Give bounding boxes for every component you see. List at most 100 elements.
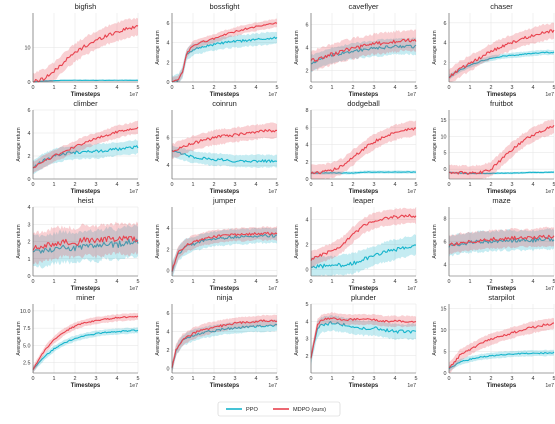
series-line-mdpo (448, 322, 555, 369)
x-tick-label: 2 (74, 85, 77, 91)
y-tick-label: 4 (28, 131, 31, 137)
series-line-ppo (171, 323, 278, 369)
x-axis-offset-label: 1e7 (407, 286, 416, 292)
x-tick-label: 4 (116, 279, 119, 285)
subplot-dodgeball: 0 2 4 6 8 0 1 2 3 4 5 dodgeball Timesteps 1e7 Average … (294, 99, 418, 195)
subplot-bigfish: 0 10 0 1 2 3 4 5 bigfish Timesteps 1e7 (25, 2, 140, 98)
y-tick-label: 8 (444, 217, 447, 223)
x-tick-label: 4 (394, 182, 397, 188)
x-axis-offset-label: 1e7 (129, 189, 138, 195)
confidence-band-ppo (311, 37, 416, 73)
y-tick-label: 4 (306, 46, 309, 52)
subplot-title: bigfish (75, 2, 97, 11)
y-tick-label: 2 (306, 160, 309, 166)
y-tick-label: 0 (444, 371, 447, 377)
y-tick-label: 6 (306, 125, 309, 131)
x-tick-label: 3 (95, 376, 98, 382)
y-tick-label: 6 (444, 240, 447, 246)
x-axis-offset-label: 1e7 (545, 92, 554, 98)
series-line-mdpo (448, 125, 555, 175)
x-tick-label: 3 (511, 182, 514, 188)
x-axis-offset-label: 1e7 (545, 383, 554, 389)
confidence-band-mdpo (172, 226, 277, 276)
x-axis-label: Timesteps (210, 189, 240, 195)
x-tick-label: 1 (331, 85, 334, 91)
y-tick-label: 6 (167, 311, 170, 317)
confidence-band-mdpo (449, 226, 554, 255)
y-tick-label: 4 (306, 218, 309, 224)
y-tick-label: 6 (167, 21, 170, 27)
confidence-band-mdpo (449, 22, 554, 82)
subplot-starpilot: 0 5 10 15 0 1 2 3 4 5 starpilot Timesteps 1e7 Average… (432, 293, 555, 389)
series-line-ppo (448, 351, 555, 370)
legend: PPO MDPO (ours) (217, 401, 341, 417)
x-tick-label: 0 (171, 279, 174, 285)
x-tick-label: 2 (490, 182, 493, 188)
series-line-ppo (32, 238, 139, 254)
subplot-title: maze (492, 196, 510, 205)
y-tick-label: 2 (306, 69, 309, 75)
y-axis-label: Average return (294, 127, 300, 161)
y-tick-label: 10 (441, 328, 447, 334)
series-line-ppo (32, 79, 139, 83)
x-tick-label: 3 (373, 376, 376, 382)
y-tick-label: 10.0 (20, 309, 31, 315)
x-tick-label: 4 (394, 85, 397, 91)
x-tick-label: 5 (137, 85, 140, 91)
x-tick-label: 2 (352, 279, 355, 285)
subplot-miner: 2.5 5.0 7.5 10.0 0 1 2 3 4 5 miner Timesteps 1e7 Aver… (16, 293, 140, 389)
y-tick-label: 3 (306, 337, 309, 343)
confidence-band-ppo (311, 315, 416, 366)
subplot-title: miner (76, 293, 95, 302)
x-axis-offset-label: 1e7 (268, 383, 277, 389)
y-tick-label: 15 (441, 306, 447, 312)
x-tick-label: 3 (234, 182, 237, 188)
x-tick-label: 4 (394, 279, 397, 285)
subplot-plunder: 2 3 4 5 0 1 2 3 4 5 plunder Timesteps 1e7 Average ret… (294, 293, 418, 389)
series-line-mdpo (310, 213, 417, 261)
subplot-coinrun: 4 6 0 1 2 3 4 5 coinrun Timesteps 1e7 Average retur… (155, 99, 279, 195)
x-axis-label: Timesteps (349, 383, 379, 389)
y-tick-label: 0 (306, 177, 309, 183)
x-tick-label: 2 (74, 376, 77, 382)
x-tick-label: 1 (469, 182, 472, 188)
x-tick-label: 3 (95, 85, 98, 91)
y-tick-label: 15 (441, 118, 447, 124)
subplot-title: chaser (490, 2, 513, 11)
x-tick-label: 3 (95, 182, 98, 188)
x-axis-offset-label: 1e7 (545, 286, 554, 292)
y-tick-label: 2 (167, 348, 170, 354)
series-line-mdpo (310, 317, 417, 359)
x-tick-label: 2 (74, 182, 77, 188)
y-axis-label: Average return (294, 224, 300, 258)
series-line-mdpo (310, 127, 417, 175)
confidence-band-ppo (33, 224, 138, 269)
x-tick-label: 5 (276, 85, 279, 91)
y-axis-label: Average return (155, 30, 161, 64)
x-tick-label: 2 (352, 376, 355, 382)
series-line-mdpo (32, 126, 139, 169)
y-tick-label: 4 (306, 319, 309, 325)
x-tick-label: 1 (53, 85, 56, 91)
y-tick-label: 0 (167, 269, 170, 275)
x-tick-label: 0 (32, 279, 35, 285)
x-axis-offset-label: 1e7 (407, 92, 416, 98)
y-axis-label: Average return (16, 224, 22, 258)
x-tick-label: 0 (448, 279, 451, 285)
series-line-ppo (171, 36, 278, 83)
x-tick-label: 5 (137, 182, 140, 188)
x-tick-label: 5 (276, 279, 279, 285)
x-tick-label: 3 (373, 85, 376, 91)
y-tick-label: 4 (306, 143, 309, 149)
y-tick-label: 4 (444, 41, 447, 47)
y-axis-label: Average return (432, 30, 438, 64)
x-axis-label: Timesteps (349, 189, 379, 195)
y-axis-label: Average return (432, 127, 438, 161)
y-tick-label: 4 (167, 41, 170, 47)
y-axis-label: Average return (155, 127, 161, 161)
confidence-band-mdpo (449, 119, 554, 179)
confidence-band-mdpo (449, 317, 554, 373)
x-axis-label: Timesteps (487, 189, 517, 195)
confidence-band-ppo (449, 228, 554, 257)
x-tick-label: 3 (373, 279, 376, 285)
